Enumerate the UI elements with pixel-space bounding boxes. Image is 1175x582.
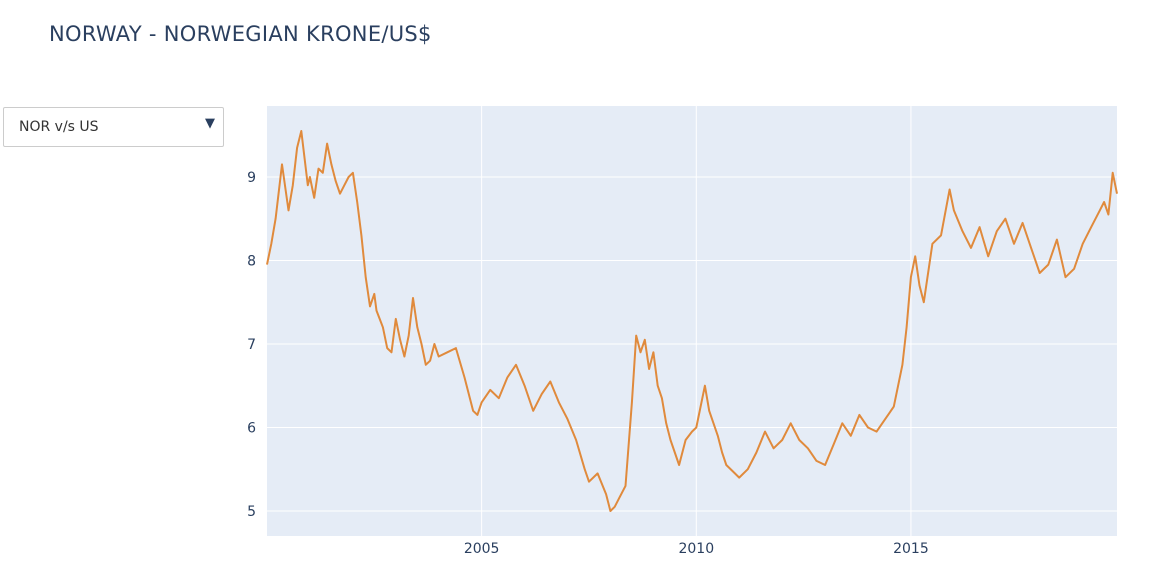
x-tick-label: 2015 [893, 541, 929, 557]
y-tick-label: 8 [247, 253, 256, 269]
series-line [266, 130, 1118, 512]
x-tick-label: 2010 [678, 541, 714, 557]
y-tick-label: 5 [247, 504, 256, 520]
page-title: NORWAY - NORWEGIAN KRONE/US$ [49, 22, 432, 46]
series-dropdown[interactable]: NOR v/s US ▼ [3, 107, 224, 147]
y-tick-label: 9 [247, 170, 256, 186]
triangle-down-icon[interactable]: ▼ [205, 116, 215, 131]
x-tick-label: 2005 [464, 541, 500, 557]
plot-background [267, 106, 1117, 536]
y-tick-label: 7 [247, 337, 256, 353]
y-tick-label: 6 [247, 420, 256, 436]
axis-ticks: 5 6 7 8 9 2005 2010 2015 [247, 170, 929, 557]
dropdown-selected-value: NOR v/s US [19, 119, 99, 135]
grid-lines [267, 106, 1117, 536]
